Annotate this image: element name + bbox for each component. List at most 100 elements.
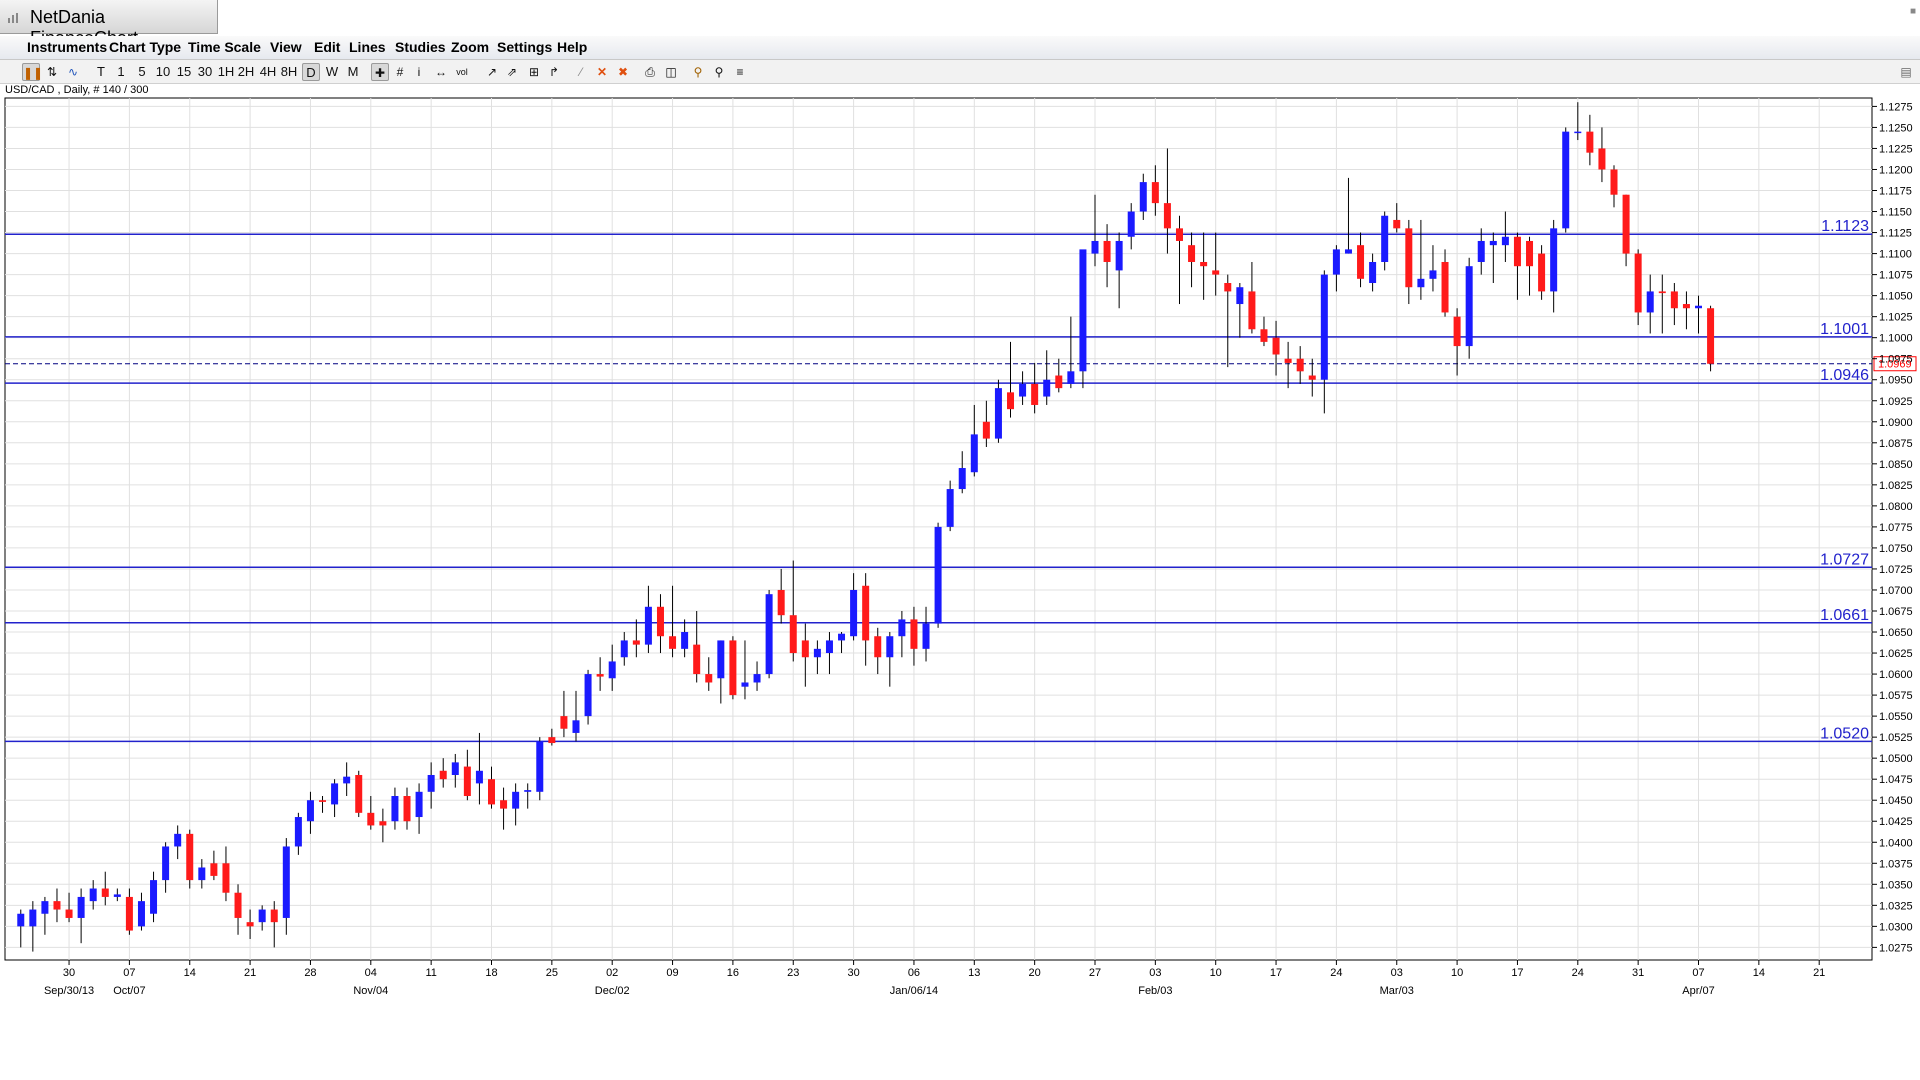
menu-lines[interactable]: Lines: [349, 39, 386, 55]
tf-1min[interactable]: 1: [117, 64, 125, 79]
delete-icon[interactable]: ✕: [596, 65, 608, 79]
tf-15min[interactable]: 15: [176, 64, 192, 79]
menu-edit[interactable]: Edit: [314, 39, 341, 55]
x-tick-label: 06: [908, 967, 920, 979]
y-tick-label: 1.0750: [1879, 543, 1913, 555]
candlestick-icon[interactable]: ❚❚: [22, 63, 43, 81]
menu-studies[interactable]: Studies: [395, 39, 446, 55]
trendline-icon[interactable]: ↗: [486, 65, 498, 79]
y-tick-label: 1.0275: [1879, 942, 1913, 954]
candle-body: [1043, 379, 1051, 397]
candle-body: [1188, 245, 1196, 262]
grid-icon[interactable]: #: [396, 65, 404, 79]
y-tick-label: 1.0675: [1879, 606, 1913, 618]
zoom-out-icon[interactable]: ⚲: [714, 65, 724, 79]
candle-body: [741, 682, 749, 687]
pen-icon[interactable]: ⁄: [579, 65, 582, 79]
print-icon[interactable]: ⎙: [645, 65, 655, 79]
channel-icon[interactable]: ⇗: [506, 65, 518, 79]
x-tick-label: 31: [1632, 967, 1644, 979]
y-tick-label: 1.1225: [1879, 143, 1913, 155]
menu-view[interactable]: View: [270, 39, 302, 55]
candle-body: [1550, 228, 1558, 292]
candle-body: [222, 863, 230, 893]
tf-2h[interactable]: 2H: [237, 64, 255, 79]
candle-body: [1055, 375, 1063, 389]
title-bar: NetDania FinanceChart ■: [0, 0, 1920, 48]
volume-icon[interactable]: vol: [456, 67, 468, 77]
candle-body: [1248, 291, 1256, 330]
candle-body: [656, 606, 664, 637]
y-tick-label: 1.0450: [1879, 795, 1913, 807]
candle-body: [270, 909, 278, 923]
y-tick-label: 1.0725: [1879, 564, 1913, 576]
menu-help[interactable]: Help: [557, 39, 588, 55]
candle-body: [367, 812, 375, 826]
candle-body: [1260, 329, 1268, 342]
candle-body: [1574, 131, 1582, 134]
candle-body: [934, 526, 942, 624]
candle-body: [29, 909, 37, 927]
menu-settings[interactable]: Settings: [497, 39, 553, 55]
candle-body: [1538, 253, 1546, 292]
month-label: Mar/03: [1380, 985, 1414, 997]
x-tick-label: 21: [244, 967, 256, 979]
tf-monthly[interactable]: M: [347, 64, 359, 79]
y-tick-label: 1.1000: [1879, 333, 1913, 345]
zoom-fit-icon[interactable]: ≡: [736, 65, 744, 79]
level-label: 1.1001: [1820, 321, 1869, 338]
tf-1h[interactable]: 1H: [217, 64, 235, 79]
scroll-arrows-icon[interactable]: ↔: [435, 65, 447, 79]
bar-chart-icon[interactable]: ⇅: [46, 65, 58, 79]
x-tick-label: 21: [1813, 967, 1825, 979]
y-tick-label: 1.0800: [1879, 501, 1913, 513]
candle-body: [536, 741, 544, 792]
delete-all-icon[interactable]: ✖: [617, 65, 629, 79]
candle-body: [1236, 287, 1244, 305]
tf-30min[interactable]: 30: [197, 64, 213, 79]
y-tick-label: 1.0300: [1879, 921, 1913, 933]
candle-body: [1139, 182, 1147, 212]
app-tab[interactable]: NetDania FinanceChart: [0, 0, 218, 48]
close-icon[interactable]: ■: [1909, 6, 1916, 17]
current-price-label: 1.0969: [1878, 359, 1912, 371]
tf-10min[interactable]: 10: [155, 64, 171, 79]
tf-8h[interactable]: 8H: [280, 64, 298, 79]
tf-weekly[interactable]: W: [325, 64, 339, 79]
menu-instruments[interactable]: Instruments: [27, 39, 108, 55]
candle-body: [1610, 169, 1618, 195]
candle-body: [1586, 131, 1594, 153]
menu-zoom[interactable]: Zoom: [451, 39, 490, 55]
menu-chart-type[interactable]: Chart Type: [109, 39, 182, 55]
candle-body: [632, 640, 640, 645]
candle-body: [1598, 148, 1606, 170]
tf-4h[interactable]: 4H: [259, 64, 277, 79]
crosshair-icon[interactable]: ✚: [371, 63, 389, 81]
y-tick-label: 1.0550: [1879, 711, 1913, 723]
tf-daily[interactable]: D: [302, 63, 320, 81]
candle-body: [548, 737, 556, 744]
month-label: Apr/07: [1682, 985, 1714, 997]
panel-toggle-icon[interactable]: ▤: [1900, 65, 1912, 79]
candle-body: [813, 648, 821, 658]
price-chart[interactable]: 1.1123 1.1001 1.0946 1.0727 1.0661 1.0520 1.09…: [0, 96, 1920, 1000]
candle-body: [1562, 131, 1570, 229]
x-tick-label: 20: [1029, 967, 1041, 979]
tf-tick[interactable]: T: [97, 64, 105, 79]
tf-5min[interactable]: 5: [138, 64, 146, 79]
candle-body: [982, 421, 990, 439]
arrow-tool-icon[interactable]: ↱: [548, 65, 560, 79]
candle-body: [1200, 261, 1208, 267]
line-chart-icon[interactable]: ∿: [67, 65, 79, 79]
info-icon[interactable]: i: [417, 65, 421, 79]
x-tick-label: 09: [666, 967, 678, 979]
zoom-in-icon[interactable]: ⚲: [693, 65, 703, 79]
fibonacci-icon[interactable]: ⊞: [528, 65, 540, 79]
x-tick-label: 16: [727, 967, 739, 979]
x-tick-label: 13: [968, 967, 980, 979]
candle-body: [1646, 291, 1654, 313]
print-preview-icon[interactable]: ◫: [665, 65, 677, 79]
candle-body: [1224, 283, 1232, 292]
menu-time-scale[interactable]: Time Scale: [188, 39, 261, 55]
candle-body: [1526, 240, 1534, 267]
